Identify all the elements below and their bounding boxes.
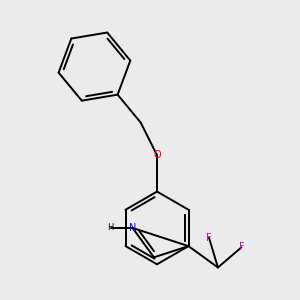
Text: F: F [238, 242, 244, 252]
Text: N: N [129, 223, 136, 233]
Text: H: H [108, 224, 114, 232]
Text: O: O [153, 150, 161, 160]
Text: F: F [206, 233, 212, 243]
